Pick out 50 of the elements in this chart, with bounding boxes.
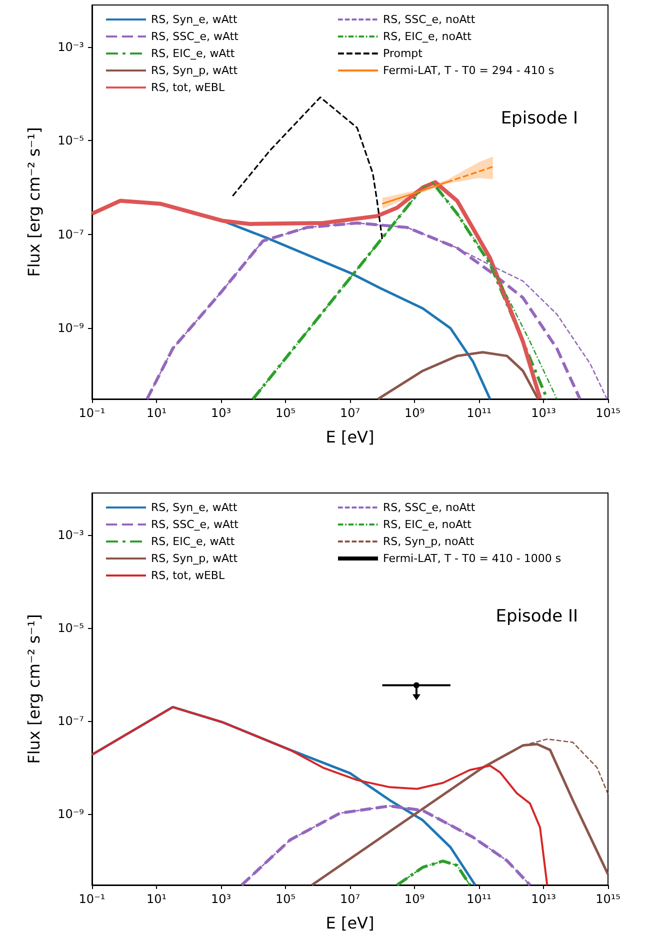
- legend-label: RS, tot, wEBL: [151, 81, 226, 94]
- x-tick-label: 10⁻¹: [78, 892, 106, 906]
- legend-label: RS, Syn_p, wAtt: [151, 64, 238, 77]
- legend-label: Fermi-LAT, T - T0 = 294 - 410 s: [383, 64, 554, 77]
- y-tick-label: 10⁻⁷: [58, 714, 84, 728]
- x-tick-label: 10⁷: [340, 892, 360, 906]
- x-axis-title: E [eV]: [326, 428, 374, 446]
- x-tick-label: 10¹: [146, 892, 167, 906]
- x-tick-label: 10⁷: [340, 406, 360, 420]
- y-axis-title: Flux [erg cm⁻² s⁻¹]: [24, 614, 44, 764]
- legend-label: RS, SSC_e, wAtt: [151, 30, 240, 43]
- legend-label: RS, tot, wEBL: [151, 569, 226, 582]
- legend-label: RS, Syn_e, wAtt: [151, 501, 238, 514]
- legend-label: RS, Syn_p, noAtt: [383, 535, 475, 548]
- y-tick-label: 10⁻⁹: [58, 807, 84, 822]
- legend-label: RS, SSC_e, wAtt: [151, 518, 240, 531]
- x-tick-label: 10¹¹: [466, 892, 492, 906]
- legend-label: RS, EIC_e, wAtt: [151, 535, 236, 548]
- x-tick-label: 10¹: [146, 406, 167, 420]
- x-tick-label: 10⁵: [275, 406, 296, 420]
- x-tick-label: 10³: [210, 892, 232, 906]
- x-tick-label: 10¹⁵: [596, 892, 621, 906]
- y-tick-label: 10⁻⁵: [58, 621, 84, 636]
- legend-label: RS, EIC_e, noAtt: [383, 518, 472, 531]
- x-axis-title: E [eV]: [326, 914, 374, 932]
- legend-label: RS, SSC_e, noAtt: [383, 13, 476, 26]
- y-tick-label: 10⁻⁵: [58, 134, 84, 148]
- x-tick-label: 10⁻¹: [78, 406, 106, 420]
- x-tick-label: 10¹³: [531, 406, 556, 420]
- legend-label: RS, Syn_p, wAtt: [151, 552, 238, 565]
- x-tick-label: 10⁵: [275, 892, 296, 906]
- legend-label: Fermi-LAT, T - T0 = 410 - 1000 s: [383, 552, 562, 565]
- legend-label: RS, Syn_e, wAtt: [151, 13, 238, 26]
- annotation: Episode I: [500, 108, 578, 128]
- y-tick-label: 10⁻⁹: [58, 320, 84, 335]
- x-tick-label: 10³: [210, 406, 232, 420]
- x-tick-label: 10¹³: [531, 892, 556, 906]
- x-tick-label: 10⁹: [404, 406, 425, 420]
- annotation: Episode II: [496, 606, 578, 626]
- legend-label: Prompt: [383, 47, 424, 60]
- x-tick-label: 10¹⁵: [596, 406, 621, 420]
- y-tick-label: 10⁻³: [58, 40, 84, 54]
- legend-label: RS, SSC_e, noAtt: [383, 501, 476, 514]
- y-tick-label: 10⁻³: [58, 528, 84, 542]
- y-axis-title: Flux [erg cm⁻² s⁻¹]: [24, 127, 44, 277]
- x-tick-label: 10¹¹: [466, 406, 492, 420]
- legend-label: RS, EIC_e, wAtt: [151, 47, 236, 60]
- x-tick-label: 10⁹: [404, 892, 425, 906]
- y-tick-label: 10⁻⁷: [58, 227, 84, 242]
- legend-label: RS, EIC_e, noAtt: [383, 30, 472, 43]
